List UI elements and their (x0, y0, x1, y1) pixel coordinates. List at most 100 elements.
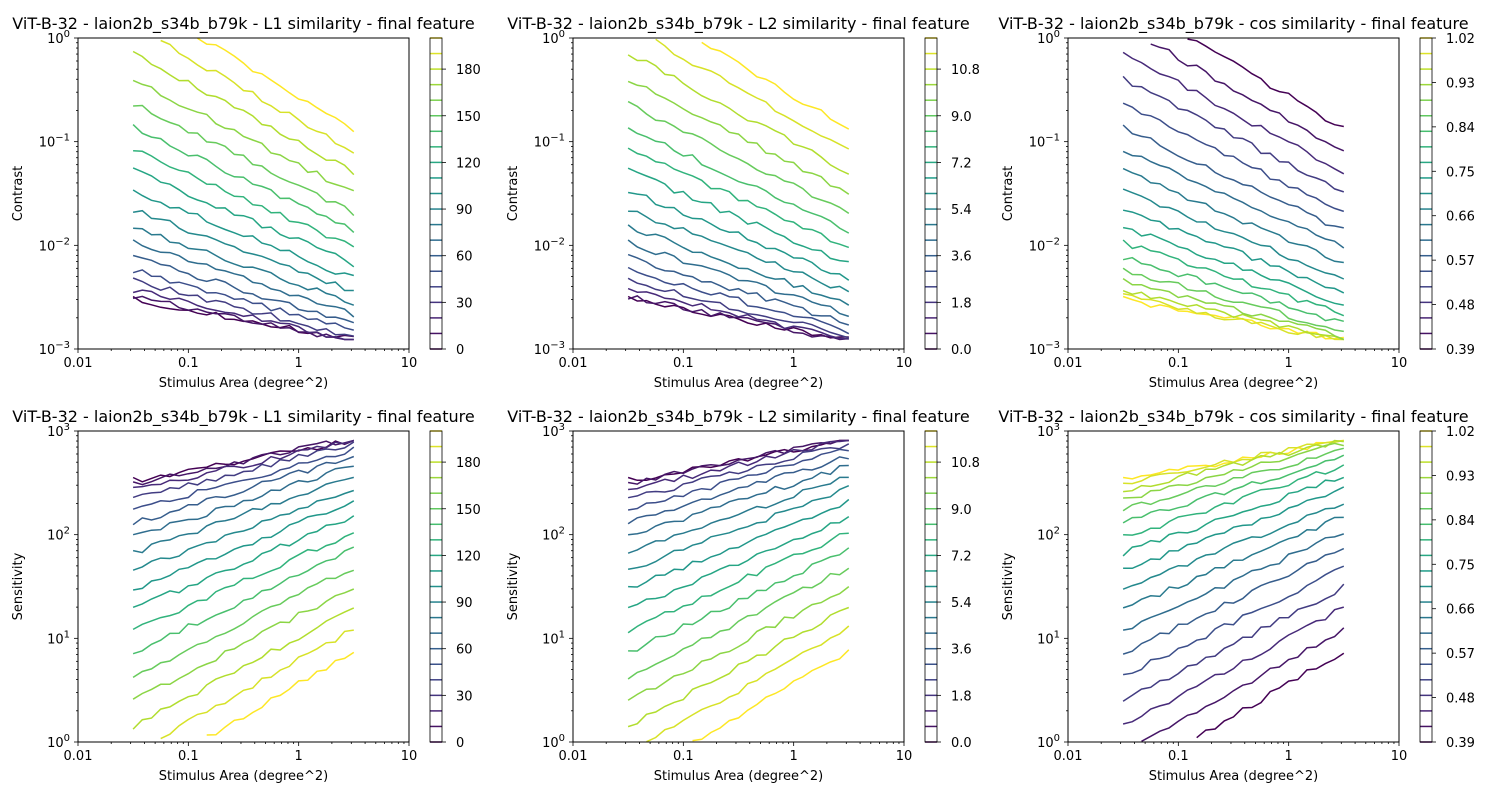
colorbar-tick-label: 0.57 (1446, 647, 1475, 662)
contour-line (133, 227, 355, 306)
contour-line (1122, 289, 1345, 341)
subplot-2: ViT-B-32 - laion2b_s34b_b79k - L2 simila… (506, 14, 980, 391)
contour-line (132, 439, 354, 486)
x-axis-label: Stimulus Area (degree^2) (1149, 376, 1319, 391)
y-tick-label: 100 (1037, 733, 1060, 751)
colorbar-tick-label: 60 (456, 250, 473, 265)
contour-line (1123, 439, 1344, 493)
y-axis-label: Contrast (1001, 166, 1016, 222)
colorbar-tick-label: 0.0 (951, 736, 972, 751)
colorbar-tick-label: 1.02 (1446, 32, 1475, 47)
colorbar-tick-label: 7.2 (951, 156, 972, 171)
colorbar: 0 30 60 90 120 150 180 (429, 37, 481, 358)
y-tick-label: 102 (542, 526, 565, 544)
colorbar-tick-label: 9.0 (951, 503, 972, 518)
x-tick-label: 10 (896, 356, 913, 371)
contour-line (132, 79, 355, 192)
x-tick-label: 0.1 (178, 749, 199, 764)
x-tick-label: 0.01 (64, 356, 93, 371)
y-axis-label: Contrast (11, 166, 26, 222)
y-tick-label: 100 (47, 733, 70, 751)
contour-line (132, 239, 355, 318)
x-tick-label: 1 (1285, 749, 1293, 764)
contour-line (1122, 124, 1344, 229)
contour-line (1122, 606, 1345, 725)
y-tick-label: 102 (47, 526, 70, 544)
contour-line (1122, 503, 1345, 590)
colorbar-tick-label: 1.8 (951, 296, 972, 311)
y-tick-label: 10−1 (534, 133, 565, 151)
axes-frame (572, 37, 905, 350)
x-tick-label: 0.1 (1168, 749, 1189, 764)
contour-line (627, 295, 849, 341)
contour-line (1122, 516, 1344, 609)
contour-line (627, 277, 850, 339)
contour-line (132, 455, 355, 526)
contour-line (132, 254, 355, 324)
contour-line (627, 100, 850, 215)
contour-line (627, 224, 850, 306)
contour-line (1123, 442, 1344, 499)
contour-line (627, 586, 850, 701)
contour-line (206, 651, 355, 736)
contour-line (627, 448, 849, 511)
colorbar-tick-label: 0.48 (1446, 692, 1475, 707)
colorbar-frame (1419, 430, 1433, 743)
x-axis-label: Stimulus Area (degree^2) (654, 769, 824, 784)
colorbar-frame (429, 37, 443, 350)
y-axis-label: Sensitivity (1001, 552, 1016, 620)
colorbar-tick-label: 180 (456, 63, 481, 78)
x-axis-label: Stimulus Area (degree^2) (159, 769, 329, 784)
colorbar: 0.0 1.8 3.6 5.4 7.2 9.0 10.8 (924, 37, 980, 358)
contour-line (655, 38, 850, 150)
colorbar-tick-label: 0.39 (1446, 343, 1475, 358)
contour-line (197, 37, 355, 133)
contour-line (133, 439, 355, 489)
subplot-title: ViT-B-32 - laion2b_s34b_b79k - L2 simila… (507, 407, 969, 427)
contour-line (132, 439, 355, 483)
subplot-title: ViT-B-32 - laion2b_s34b_b79k - L2 simila… (507, 14, 969, 34)
contour-line (1122, 533, 1345, 631)
y-tick-label: 103 (47, 422, 70, 440)
contour-line (627, 476, 849, 554)
x-tick-label: 10 (896, 749, 913, 764)
y-axis-label: Sensitivity (506, 552, 521, 620)
contour-lines (627, 38, 850, 341)
contour-line (132, 269, 354, 331)
y-tick-label: 10−3 (39, 340, 70, 358)
contour-lines (627, 439, 850, 743)
colorbar-tick-label: 0.66 (1446, 210, 1475, 225)
y-tick-label: 102 (1037, 526, 1060, 544)
subplot-3: ViT-B-32 - laion2b_s34b_b79k - cos simil… (998, 14, 1475, 391)
colorbar-tick-label: 5.4 (951, 203, 972, 218)
colorbar-frame (924, 430, 938, 743)
colorbar-tick-label: 0.48 (1446, 299, 1475, 314)
subplot-6: ViT-B-32 - laion2b_s34b_b79k - cos simil… (998, 407, 1475, 784)
y-tick-label: 100 (542, 29, 565, 47)
contour-line (133, 150, 355, 248)
colorbar-frame (1419, 37, 1433, 350)
contour-line (132, 277, 354, 337)
axes-frame (77, 430, 410, 743)
contour-line (1122, 293, 1344, 341)
contour-line (628, 547, 850, 652)
colorbar-tick-label: 0 (456, 343, 464, 358)
contour-line (1141, 627, 1345, 742)
x-tick-label: 10 (401, 749, 418, 764)
colorbar-tick-label: 1.02 (1446, 425, 1475, 440)
contour-line (627, 253, 850, 326)
axes-frame (1067, 37, 1400, 350)
contour-line (132, 546, 355, 655)
contour-line (1122, 447, 1344, 512)
y-tick-label: 10−3 (1029, 340, 1060, 358)
contour-line (627, 80, 850, 195)
contour-line (627, 439, 849, 485)
y-tick-label: 103 (542, 422, 565, 440)
x-tick-label: 0.01 (64, 749, 93, 764)
colorbar-frame (924, 37, 938, 350)
colorbar: 0.0 1.8 3.6 5.4 7.2 9.0 10.8 (924, 430, 980, 751)
colorbar-tick-label: 30 (456, 689, 473, 704)
contour-line (132, 124, 355, 233)
contour-line (132, 50, 355, 176)
x-tick-label: 10 (1391, 749, 1408, 764)
